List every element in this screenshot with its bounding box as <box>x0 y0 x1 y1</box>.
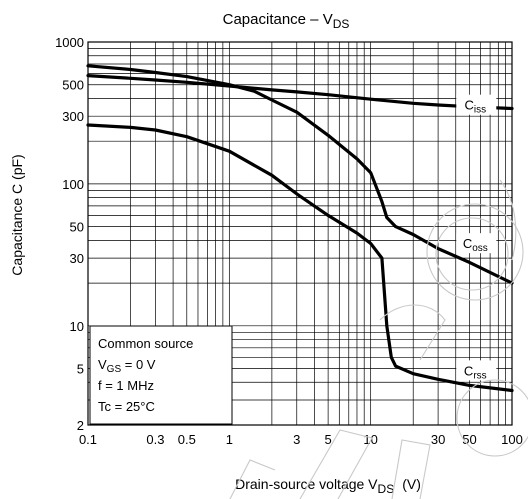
x-tick-label: 0.3 <box>146 432 164 447</box>
x-tick-label: 3 <box>293 432 300 447</box>
series-line-crss <box>86 123 514 393</box>
x-tick-label: 10 <box>363 432 377 447</box>
x-tick-label: 5 <box>325 432 332 447</box>
x-tick-label: 30 <box>431 432 445 447</box>
x-tick-label: 1 <box>226 432 233 447</box>
y-tick-label: 5 <box>77 362 84 377</box>
annotation-line: VGS = 0 V <box>98 357 156 375</box>
y-tick-label: 2 <box>77 418 84 433</box>
x-tick-label: 0.5 <box>178 432 196 447</box>
annotation-line: f = 1 MHz <box>98 378 154 393</box>
y-tick-label: 50 <box>70 220 84 235</box>
x-tick-label: 100 <box>501 432 523 447</box>
annotation-box-frame <box>89 325 233 425</box>
series-line-ciss <box>86 73 514 111</box>
series-label-ciss: Ciss <box>464 98 486 116</box>
annotation-line: Tc = 25°C <box>98 399 155 414</box>
series-label-bg-ciss <box>456 94 497 115</box>
series-line-coss <box>86 64 514 285</box>
y-tick-label: 10 <box>70 319 84 334</box>
x-tick-label: 50 <box>462 432 476 447</box>
y-tick-label: 1000 <box>55 35 84 50</box>
chart-title: Capacitance – VDS <box>223 11 350 31</box>
series-label-bg-crss <box>456 360 497 381</box>
y-tick-label: 30 <box>70 251 84 266</box>
x-tick-label: 0.1 <box>79 432 97 447</box>
annotation-box: Common source VGS = 0 V f = 1 MHz Tc = 25°C <box>89 325 233 425</box>
y-tick-label: 500 <box>62 78 84 93</box>
y-tick-label: 300 <box>62 109 84 124</box>
annotation-line: Common source <box>98 336 193 351</box>
y-axis-label: Capacitance C (pF) <box>9 154 25 275</box>
series-label-crss: Crss <box>464 363 487 381</box>
y-tick-label: 100 <box>62 177 84 192</box>
